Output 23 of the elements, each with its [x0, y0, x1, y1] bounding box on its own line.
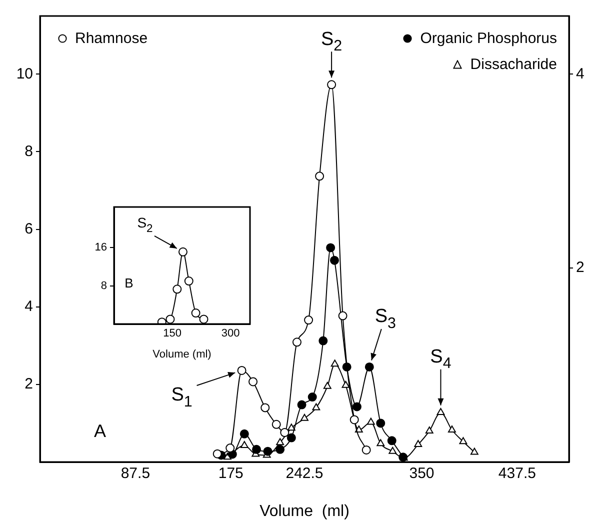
y2-tick-label: 4 — [576, 65, 584, 82]
legend-label: Dissacharide — [470, 56, 557, 73]
y-tick-label: 16 — [94, 242, 107, 254]
y-tick-label: 4 — [24, 298, 33, 316]
x-tick-label: 437.5 — [498, 465, 536, 482]
y-tick-label: 8 — [100, 280, 107, 292]
y-tick-label: 2 — [24, 376, 33, 393]
annotation: B — [124, 276, 134, 291]
x-axis-title: Volume (ml) — [260, 502, 350, 520]
legend-label: Rhamnose — [75, 30, 148, 47]
x-tick-label: 350 — [409, 465, 434, 482]
x-tick-label: 242.5 — [286, 465, 324, 482]
x-axis-title: Volume (ml) — [152, 348, 212, 360]
y-tick-label: 10 — [16, 65, 33, 82]
x-tick-label: 300 — [221, 328, 240, 340]
legend-label: Organic Phosphorus — [420, 30, 557, 47]
annotation: A — [94, 420, 106, 441]
y2-tick-label: 2 — [576, 259, 584, 276]
x-tick-label: 175 — [218, 465, 244, 482]
y-tick-label: 6 — [24, 220, 33, 238]
x-tick-label: 150 — [163, 328, 182, 340]
y-tick-label: 8 — [24, 142, 33, 160]
x-tick-label: 87.5 — [120, 465, 150, 482]
